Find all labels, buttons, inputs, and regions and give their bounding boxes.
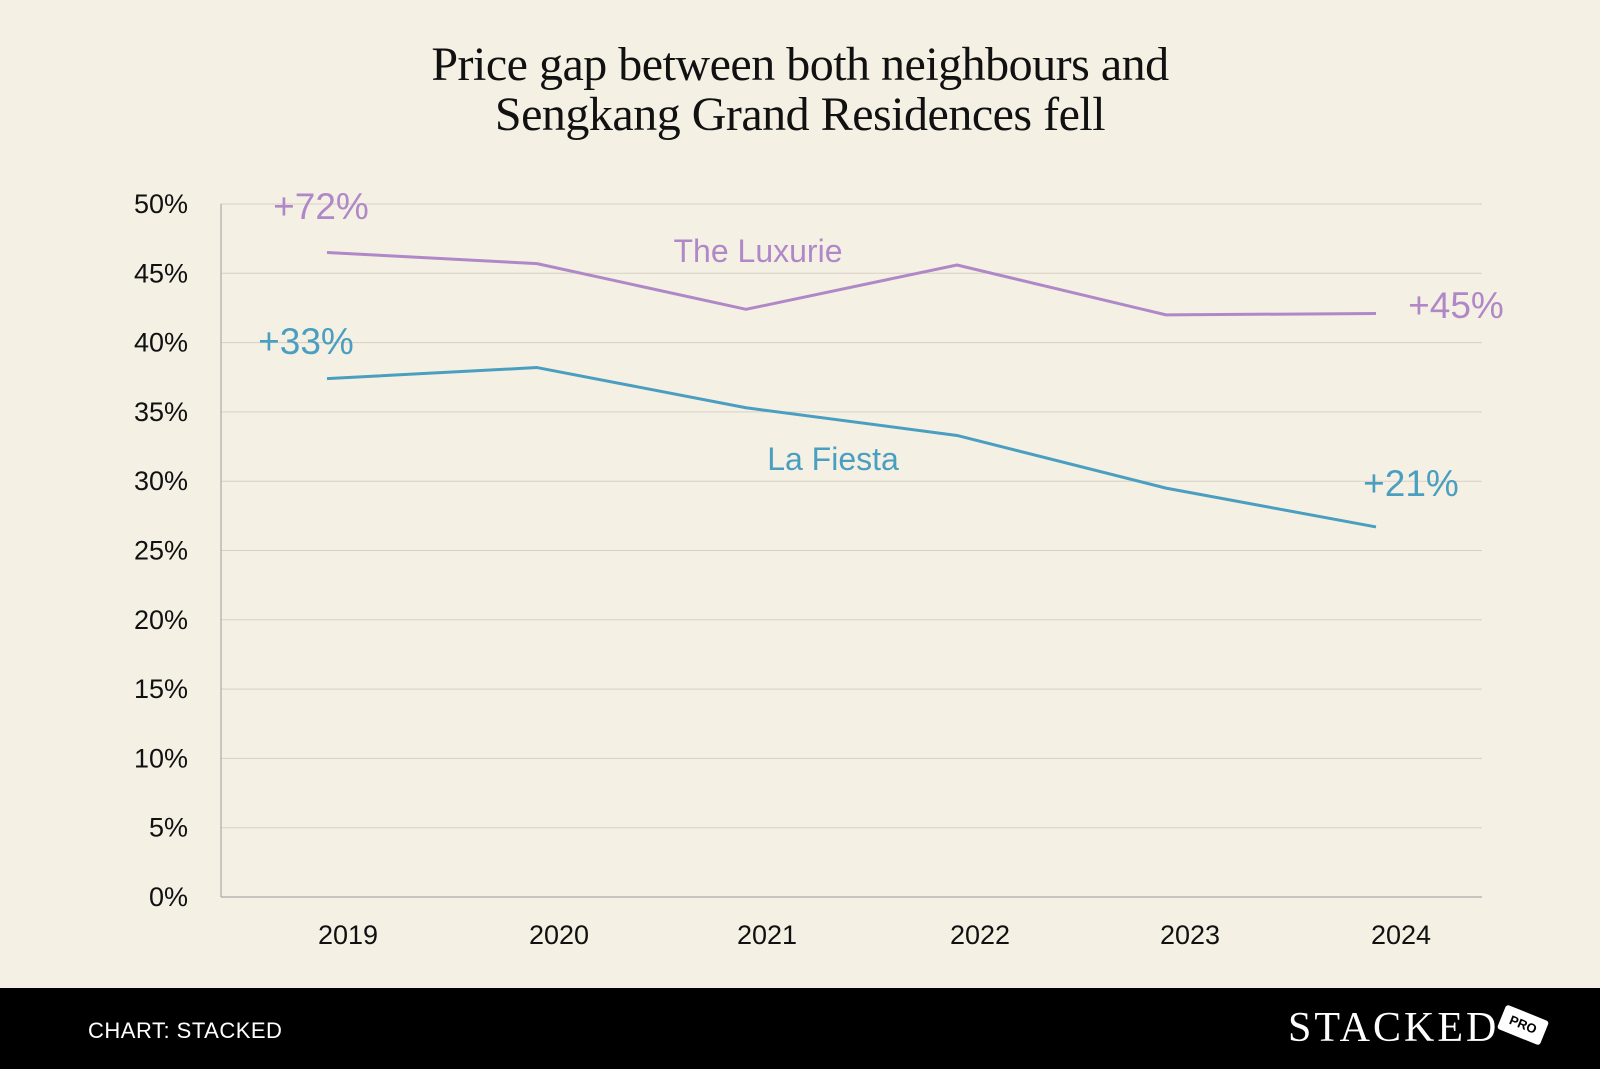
- y-tick-label: 10%: [134, 743, 188, 773]
- stacked-logo[interactable]: STACKED PRO: [1288, 998, 1558, 1058]
- the-luxurie-line: [326, 251, 1377, 317]
- la-fiesta-start-label: +33%: [258, 321, 354, 362]
- la-fiesta-end-label: +21%: [1363, 463, 1459, 504]
- x-tick-label: 2019: [318, 920, 378, 950]
- y-tick-label: 40%: [134, 328, 188, 358]
- x-tick-label: 2024: [1371, 920, 1431, 950]
- x-tick-label: 2022: [950, 920, 1010, 950]
- the-luxurie-start-label: +72%: [273, 186, 369, 227]
- y-tick-label: 45%: [134, 258, 188, 288]
- line-chart: 0% 5% 10% 15% 20% 25% 30% 35% 40% 45% 50% 2019 2020 2…: [134, 186, 1504, 950]
- the-luxurie-end-label: +45%: [1408, 285, 1504, 326]
- y-tick-label: 25%: [134, 536, 188, 566]
- la-fiesta-line: [326, 366, 1377, 529]
- x-tick-label: 2023: [1160, 920, 1220, 950]
- chart-title-line-2: Sengkang Grand Residences fell: [494, 88, 1106, 141]
- the-luxurie-series-label: The Luxurie: [674, 233, 843, 269]
- y-tick-label: 35%: [134, 397, 188, 427]
- x-tick-label: 2020: [529, 920, 589, 950]
- y-tick-label: 0%: [149, 882, 188, 912]
- x-tick-label: 2021: [737, 920, 797, 950]
- logo-wordmark: STACKED: [1288, 1005, 1500, 1051]
- y-tick-label: 20%: [134, 605, 188, 635]
- chart-title: Price gap between both neighbours and Se…: [0, 40, 1600, 140]
- footer-bar: CHART: STACKED STACKED PRO: [0, 988, 1600, 1069]
- y-tick-label: 15%: [134, 674, 188, 704]
- y-tick-label: 5%: [149, 813, 188, 843]
- y-tick-label: 50%: [134, 189, 188, 219]
- y-tick-label: 30%: [134, 466, 188, 496]
- chart-title-line-1: Price gap between both neighbours and: [431, 38, 1169, 91]
- logo-pro-badge: PRO: [1496, 1004, 1550, 1046]
- footer-credit: CHART: STACKED: [88, 1018, 283, 1043]
- la-fiesta-series-label: La Fiesta: [767, 441, 899, 477]
